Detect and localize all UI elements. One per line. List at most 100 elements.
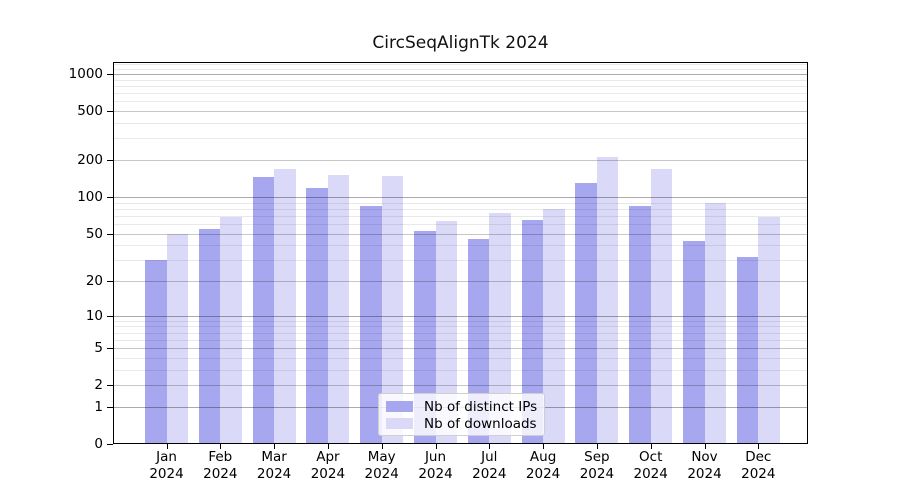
gridline-minor (113, 101, 808, 103)
y-tick-mark (107, 444, 113, 445)
y-tick-label-10: 10 (85, 307, 103, 324)
gridline-minor (113, 332, 808, 334)
x-tick-mark (596, 444, 598, 449)
gridline-minor (113, 223, 808, 225)
legend: Nb of distinct IPs Nb of downloads (378, 393, 545, 436)
gridline-5 (113, 348, 808, 350)
x-tick-mark (435, 444, 437, 449)
gridline-2 (113, 385, 808, 387)
x-tick-label-line: Aug (529, 449, 557, 465)
x-tick-label-line: Nov (691, 449, 718, 465)
gridline-1000 (113, 74, 808, 75)
gridline-minor (113, 138, 808, 140)
x-tick-label-line: Sep (584, 449, 610, 465)
gridline-minor (113, 326, 808, 328)
x-tick-mark (704, 444, 706, 449)
x-tick-label-line: 2024 (741, 466, 776, 482)
y-tick-mark (107, 196, 113, 198)
bar-ips-sep (575, 183, 597, 444)
x-tick-label-line: 2024 (687, 466, 722, 482)
y-tick-mark (107, 111, 113, 113)
gridline-20 (113, 281, 808, 282)
gridline-minor (113, 86, 808, 87)
grid-layer (113, 62, 808, 444)
x-tick-label-dec: Dec 2024 (723, 449, 793, 483)
x-tick-label-oct: Oct 2024 (616, 449, 686, 483)
x-tick-label-may: May 2024 (347, 449, 417, 483)
gridline-500 (113, 111, 808, 113)
y-tick-mark (107, 233, 113, 235)
bar-ips-dec (736, 256, 759, 444)
x-tick-label-line: May (367, 449, 396, 465)
y-tick-label-1000: 1000 (68, 66, 103, 82)
x-tick-label-line: Jun (424, 449, 447, 465)
x-tick-mark (489, 444, 491, 449)
gridline-minor (113, 357, 808, 359)
y-tick-mark (107, 315, 113, 317)
x-tick-mark (543, 444, 545, 449)
gridline-minor (113, 260, 808, 262)
gridline-100 (113, 196, 808, 198)
gridline-minor (113, 202, 808, 204)
y-tick-label-100: 100 (77, 188, 103, 205)
legend-label-ips: Nb of distinct IPs (424, 398, 538, 415)
bar-downloads-apr (327, 175, 350, 444)
y-tick-label-500: 500 (77, 103, 103, 120)
x-tick-label-line: 2024 (525, 466, 561, 482)
x-tick-label-line: 2024 (149, 466, 184, 482)
x-tick-label-line: 2024 (364, 466, 399, 482)
x-tick-label-line: Jul (481, 449, 498, 465)
gridline-10 (113, 315, 808, 317)
gridline-minor (113, 320, 808, 322)
x-tick-mark (274, 444, 276, 449)
y-tick-label-1: 1 (94, 398, 103, 415)
gridline-minor (113, 369, 808, 371)
x-tick-label-nov: Nov 2024 (670, 449, 740, 483)
x-tick-mark (166, 444, 168, 449)
gridline-50 (113, 233, 808, 235)
x-tick-mark (650, 444, 652, 449)
y-tick-label-5: 5 (94, 340, 103, 357)
x-tick-label-line: 2024 (310, 466, 346, 482)
gridline-200 (113, 160, 808, 161)
bar-downloads-aug (543, 208, 565, 444)
x-tick-label-line: 2024 (633, 466, 668, 482)
x-tick-label-feb: Feb 2024 (185, 449, 255, 483)
chart-title: CircSeqAlignTk 2024 (372, 33, 549, 53)
gridline-minor (113, 68, 808, 70)
x-tick-label-line: Feb (208, 449, 233, 465)
gridline-minor (113, 79, 808, 81)
gridline-minor (113, 245, 808, 247)
bar-ips-nov (683, 241, 705, 444)
legend-label-downloads: Nb of downloads (424, 415, 537, 432)
legend-swatch-ips (386, 401, 413, 412)
bar-downloads-nov (704, 203, 726, 444)
x-tick-mark (758, 444, 760, 449)
plot-area (113, 62, 808, 444)
x-tick-label-line: Mar (261, 449, 287, 465)
bar-downloads-jul (489, 212, 511, 444)
x-tick-label-line: 2024 (203, 466, 238, 482)
x-tick-label-apr: Apr 2024 (293, 449, 363, 483)
x-tick-label-aug: Aug 2024 (508, 449, 578, 483)
x-tick-label-line: 2024 (472, 466, 507, 482)
y-tick-mark (107, 348, 113, 350)
bar-ips-aug (521, 219, 544, 444)
x-tick-label-line: Dec (745, 449, 772, 465)
bar-downloads-sep (596, 157, 619, 444)
x-tick-label-line: 2024 (418, 466, 453, 482)
y-tick-label-20: 20 (85, 273, 103, 289)
x-tick-label-line: Oct (639, 449, 663, 465)
gridline-minor (113, 64, 808, 66)
bar-downloads-jun (435, 220, 457, 444)
bar-downloads-mar (274, 169, 296, 444)
bar-ips-oct (629, 206, 651, 444)
bar-ips-apr (306, 187, 328, 444)
y-tick-label-200: 200 (77, 152, 103, 168)
x-tick-label-line: 2024 (579, 466, 615, 482)
x-tick-label-line: Jan (156, 449, 177, 465)
bar-downloads-may (381, 176, 404, 444)
y-tick-mark (107, 74, 113, 75)
gridline-minor (113, 208, 808, 210)
